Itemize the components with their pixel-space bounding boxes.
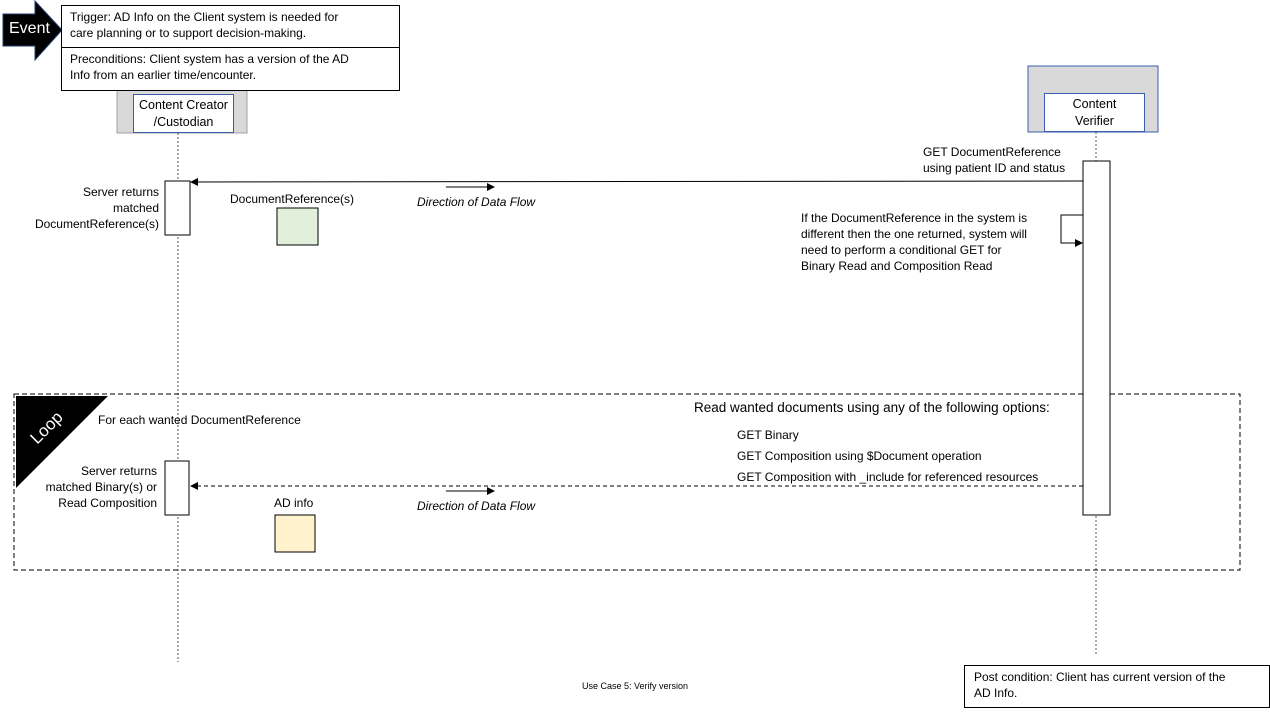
participant-label: Content Creator bbox=[139, 98, 228, 112]
postcondition-line1: Post condition: Client has current versi… bbox=[974, 670, 1226, 684]
direction-label-1: Direction of Data Flow bbox=[417, 195, 536, 209]
read-option-include: GET Composition with _include for refere… bbox=[737, 470, 1039, 484]
event-label: Event bbox=[9, 20, 50, 37]
postcondition-line2: AD Info. bbox=[974, 686, 1018, 700]
loop-condition: For each wanted DocumentReference bbox=[98, 413, 301, 427]
get-docref-label: GET DocumentReference using patient ID a… bbox=[923, 145, 1066, 175]
read-option-binary: GET Binary bbox=[737, 428, 799, 442]
adinfo-payload-box bbox=[274, 514, 316, 553]
trigger-box: Trigger: AD Info on the Client system is… bbox=[61, 5, 400, 48]
self-check-label: If the DocumentReference in the system i… bbox=[801, 211, 1028, 273]
read-options-title: Read wanted documents using any of the f… bbox=[694, 400, 1050, 415]
preconditions-line1: Preconditions: Client system has a versi… bbox=[70, 52, 349, 66]
event-arrow-icon bbox=[2, 0, 63, 62]
docref-payload-label: DocumentReference(s) bbox=[230, 192, 355, 206]
self-message-arrow bbox=[1060, 214, 1083, 247]
participant-content-verifier: Content Verifier bbox=[1044, 93, 1145, 132]
trigger-line2: care planning or to support decision-mak… bbox=[70, 26, 307, 40]
trigger-line1: Trigger: AD Info on the Client system is… bbox=[70, 10, 339, 24]
diagram-caption: Use Case 5: Verify version bbox=[582, 681, 689, 691]
activation-creator-1 bbox=[164, 180, 191, 236]
postcondition-box: Post condition: Client has current versi… bbox=[964, 665, 1270, 708]
server-returns-docref-label: Server returns matched DocumentReference… bbox=[34, 185, 159, 231]
activation-creator-2 bbox=[164, 460, 190, 516]
participant-label: Verifier bbox=[1075, 114, 1114, 128]
participant-label: Content bbox=[1072, 97, 1117, 111]
activation-verifier bbox=[1082, 160, 1111, 516]
server-returns-binary-label: Server returns matched Binary(s) or Read… bbox=[45, 464, 157, 510]
adinfo-payload-label: AD info bbox=[274, 496, 314, 510]
docref-payload-box bbox=[276, 207, 319, 246]
participant-content-creator: Content Creator /Custodian bbox=[133, 94, 234, 133]
loop-frame bbox=[13, 393, 1241, 571]
preconditions-box: Preconditions: Client system has a versi… bbox=[61, 47, 400, 91]
loop-tag bbox=[16, 396, 108, 488]
direction-label-2: Direction of Data Flow bbox=[417, 499, 536, 513]
participant-label: /Custodian bbox=[153, 115, 214, 129]
message-arrow-get-docref bbox=[190, 177, 1084, 186]
read-option-document-op: GET Composition using $Document operatio… bbox=[737, 449, 982, 463]
preconditions-line2: Info from an earlier time/encounter. bbox=[70, 68, 257, 82]
